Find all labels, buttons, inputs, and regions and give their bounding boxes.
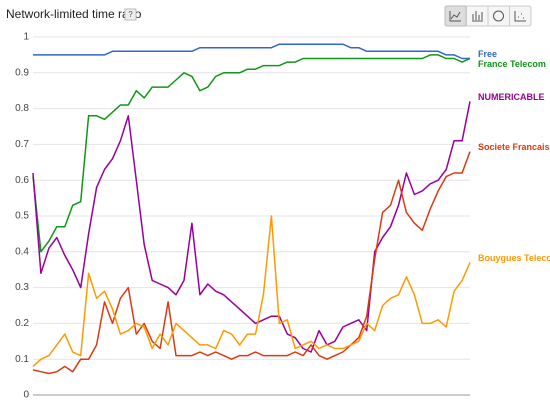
legend-label: Bouygues Telecom [478,253,550,263]
series-line [33,43,470,60]
legend-label: Free [478,49,497,59]
series-line [32,101,471,353]
help-icon[interactable] [124,8,137,21]
y-tick-label: 1 [23,32,29,43]
y-tick-label: 0.9 [15,67,29,78]
y-tick-label: 0.4 [15,246,29,257]
series-line [32,54,471,253]
bar-icon[interactable] [472,11,483,22]
y-tick-label: 0.8 [15,103,29,114]
line-icon[interactable] [449,11,461,22]
y-tick-label: 0.6 [15,175,29,186]
map-icon[interactable] [493,10,504,22]
toolbar [444,5,532,27]
y-tick-label: 0.3 [15,282,29,293]
y-tick-label: 0.7 [15,139,29,150]
legend-label: Societe Francaise d [478,142,550,152]
series-line [32,151,471,375]
y-tick-label: 0.1 [15,354,29,365]
chart-title: Network-limited time ratio [6,7,142,21]
help-text[interactable]: ? [128,10,133,19]
series-line [32,215,471,367]
scatter-icon[interactable] [514,11,526,22]
legend-label: NUMERICABLE [478,92,545,102]
y-tick-label: 0 [23,390,29,401]
y-tick-label: 0.5 [15,211,29,222]
legend-label: France Telecom [478,59,546,69]
y-tick-label: 0.2 [15,318,29,329]
